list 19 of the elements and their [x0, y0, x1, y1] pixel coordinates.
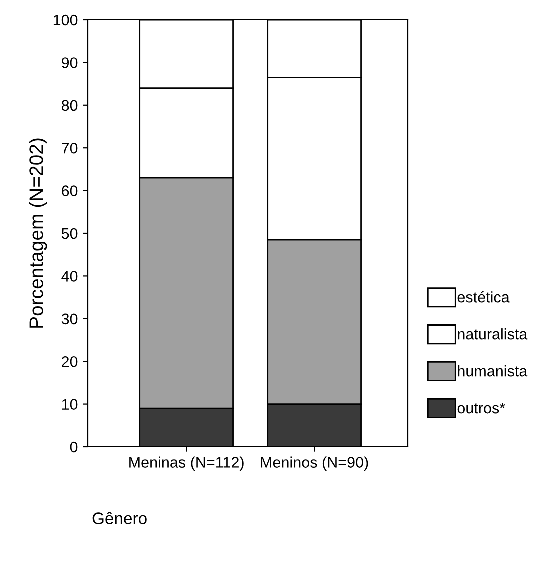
legend-label: naturalista [458, 328, 528, 340]
y-tick-label: 40 [62, 271, 78, 282]
y-axis-title: Porcentagem (N=202) [29, 138, 48, 328]
y-tick-label: 10 [62, 399, 78, 410]
y-tick-label: 70 [62, 142, 78, 154]
y-tick-label: 90 [62, 58, 78, 68]
legend-label: humanista [458, 366, 528, 377]
legend-label: outros* [458, 403, 506, 414]
x-tick-label: Meninas (N=112) [130, 456, 244, 471]
y-tick-label: 100 [54, 14, 78, 26]
y-tick-label: 60 [62, 186, 78, 196]
legend-label: estética [458, 291, 510, 303]
y-tick-label: 0 [70, 442, 78, 453]
x-tick-label: Meninos (N=90) [261, 456, 368, 471]
y-tick-label: 30 [62, 314, 78, 325]
x-axis-title: Gênero [92, 512, 147, 524]
y-tick-label: 80 [62, 100, 78, 112]
y-tick-label: 50 [62, 228, 78, 240]
y-tick-label: 20 [62, 356, 78, 368]
